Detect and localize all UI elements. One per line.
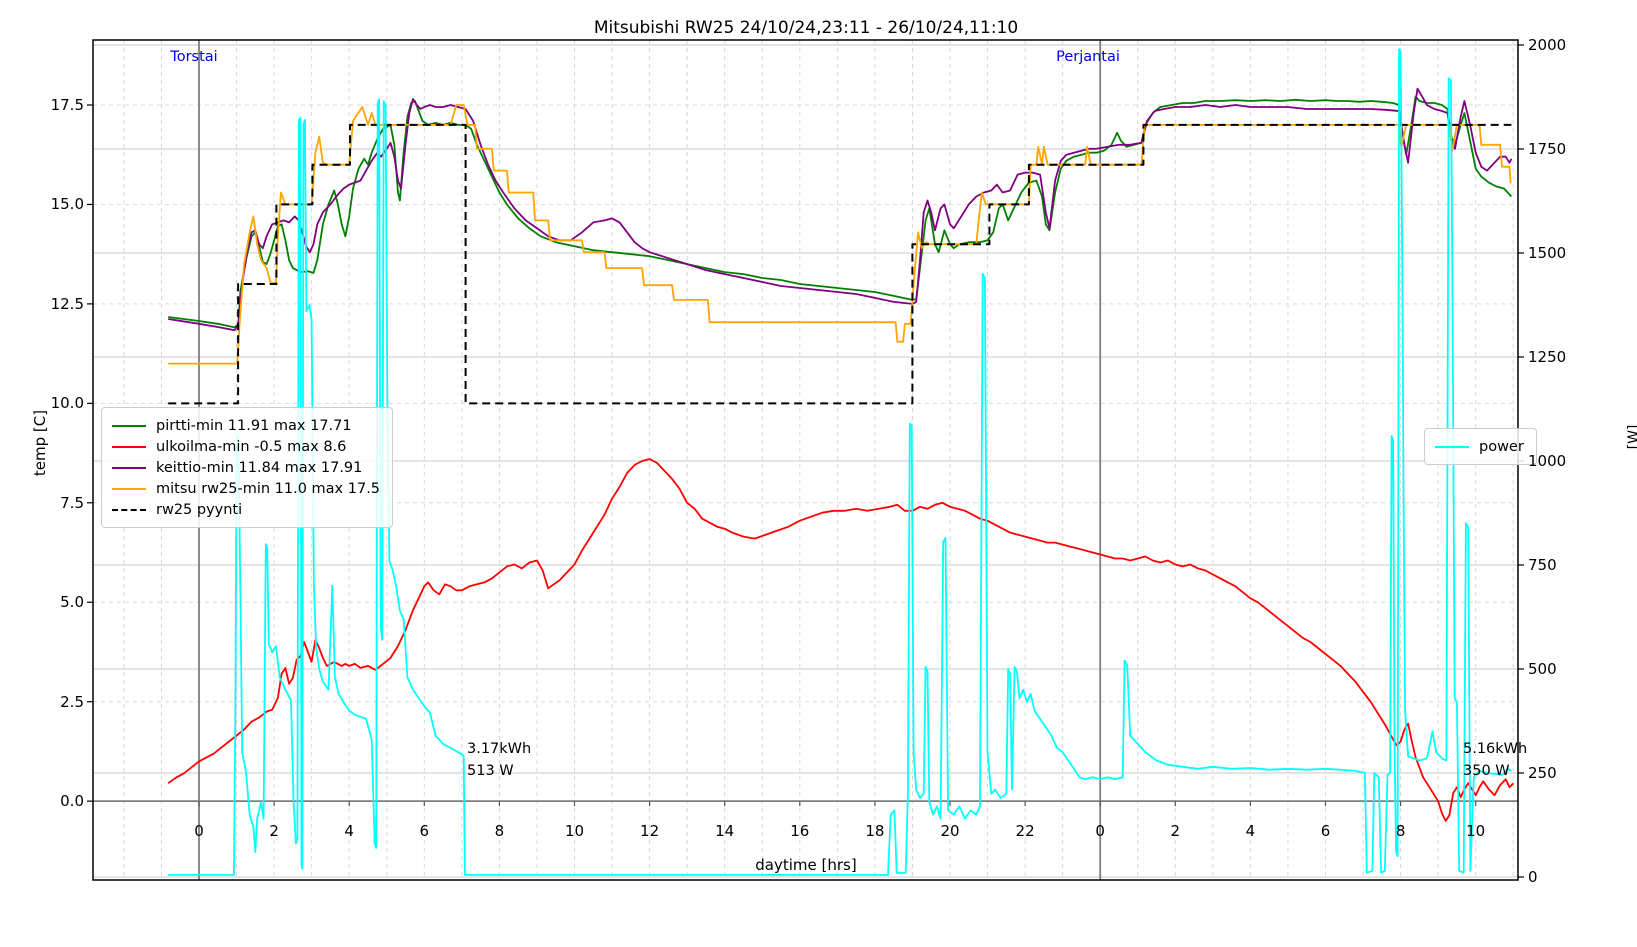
y-tick-left: 7.5 xyxy=(60,493,84,512)
y-tick-right: 250 xyxy=(1528,764,1557,782)
series-pirtti xyxy=(168,95,1513,329)
legend-main-item: pirtti-min 11.91 max 17.71 xyxy=(112,415,380,436)
x-tick: 2 xyxy=(1170,822,1181,841)
y-tick-right: 1250 xyxy=(1528,348,1567,366)
legend-label: keittio-min 11.84 max 17.91 xyxy=(156,459,363,476)
legend-main-item: rw25 pyynti xyxy=(112,499,380,520)
x-tick: 18 xyxy=(865,822,885,841)
x-tick: 12 xyxy=(640,822,660,841)
legend-power: power xyxy=(1424,428,1537,465)
series-ulkoilma xyxy=(167,458,1514,822)
annotation-day2-energy: 5.16kWh 350 W xyxy=(1463,741,1528,780)
x-tick: 8 xyxy=(1395,822,1406,841)
legend-line-swatch xyxy=(112,424,146,427)
legend-line-swatch xyxy=(112,466,146,469)
x-tick: 10 xyxy=(1466,822,1486,841)
x-tick: 4 xyxy=(344,822,354,841)
legend-main: pirtti-min 11.91 max 17.71 ulkoilma-min -… xyxy=(101,407,394,528)
legend-label: mitsu rw25-min 11.0 max 17.5 xyxy=(156,480,381,497)
y-tick-right: 750 xyxy=(1528,556,1557,574)
x-tick: 2 xyxy=(269,822,279,841)
y-tick-right: 1000 xyxy=(1528,452,1567,470)
series-power xyxy=(168,48,1512,876)
legend-line-swatch xyxy=(112,445,146,448)
day-label-torstai: Torstai xyxy=(170,49,218,65)
y-tick-right: 1750 xyxy=(1528,140,1567,158)
series-keittio xyxy=(168,87,1513,332)
chart-title: Mitsubishi RW25 24/10/24,23:11 - 26/10/2… xyxy=(593,18,1019,38)
y-axis-label-left: temp [C] xyxy=(31,409,49,477)
legend-main-item: keittio-min 11.84 max 17.91 xyxy=(112,457,380,478)
x-tick: 16 xyxy=(790,822,810,841)
annotation-day1-energy: 3.17kWh 513 W xyxy=(467,741,532,780)
y-tick-left: 5.0 xyxy=(60,593,84,612)
x-tick: 8 xyxy=(494,822,505,841)
y-tick-left: 15.0 xyxy=(50,195,84,214)
x-tick: 22 xyxy=(1015,822,1035,841)
x-tick: 0 xyxy=(1095,822,1105,841)
y-tick-left: 0.0 xyxy=(60,792,84,811)
y-axis-label-right: [W] xyxy=(1626,424,1637,450)
x-tick: 4 xyxy=(1245,822,1256,841)
x-tick: 6 xyxy=(419,822,430,841)
legend-main-item: mitsu rw25-min 11.0 max 17.5 xyxy=(112,478,380,499)
legend-power-item: power xyxy=(1435,436,1524,457)
y-tick-left: 17.5 xyxy=(50,96,84,114)
y-tick-right: 0 xyxy=(1528,868,1538,886)
y-tick-right: 500 xyxy=(1528,660,1557,678)
legend-line-swatch xyxy=(112,508,146,511)
legend-label: power xyxy=(1479,438,1524,455)
legend-line-swatch xyxy=(1435,445,1469,448)
x-tick: 0 xyxy=(194,822,204,841)
x-tick: 6 xyxy=(1320,822,1331,841)
y-tick-right: 2000 xyxy=(1528,36,1567,54)
y-tick-left: 10.0 xyxy=(50,394,84,413)
legend-line-swatch xyxy=(112,487,146,490)
legend-label: ulkoilma-min -0.5 max 8.6 xyxy=(156,438,347,455)
day-label-perjantai: Perjantai xyxy=(1056,49,1120,65)
series-rw25-pyynti xyxy=(168,123,1512,405)
legend-label: pirtti-min 11.91 max 17.71 xyxy=(156,417,352,434)
legend-main-item: ulkoilma-min -0.5 max 8.6 xyxy=(112,436,380,457)
x-axis-label: daytime [hrs] xyxy=(755,856,857,874)
y-tick-left: 12.5 xyxy=(50,294,84,313)
y-tick-right: 1500 xyxy=(1528,244,1567,262)
y-tick-left: 2.5 xyxy=(60,692,84,711)
legend-label: rw25 pyynti xyxy=(156,501,243,518)
series-mitsu-rw25 xyxy=(168,104,1512,365)
x-tick: 10 xyxy=(564,822,585,841)
x-tick: 20 xyxy=(940,822,960,841)
x-tick: 14 xyxy=(715,822,735,841)
